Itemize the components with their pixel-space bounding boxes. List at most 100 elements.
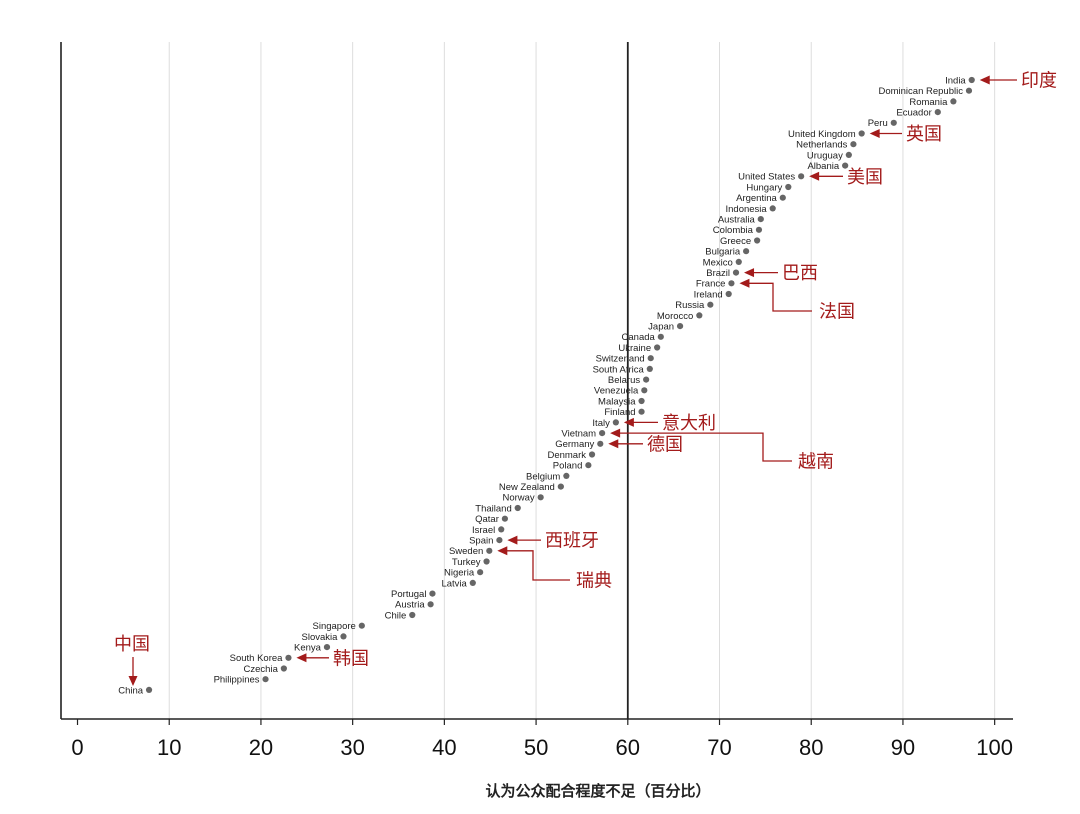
point-label-thailand: Thailand xyxy=(475,503,511,514)
annotation-label-united-states: 美国 xyxy=(847,167,883,188)
x-tick-label-30: 30 xyxy=(340,735,364,760)
point-bulgaria xyxy=(743,248,750,255)
point-label-south-korea: South Korea xyxy=(230,653,284,664)
x-tick-label-70: 70 xyxy=(707,735,731,760)
point-brazil xyxy=(732,269,740,276)
point-norway xyxy=(537,494,544,501)
annotation-arrow-france xyxy=(739,278,750,288)
annotation-line-vietnam xyxy=(618,432,792,462)
point-indonesia xyxy=(769,205,776,212)
point-argentina xyxy=(779,194,786,201)
point-ukraine xyxy=(654,344,661,351)
point-label-romania: Romania xyxy=(909,97,948,108)
point-kenya xyxy=(323,644,331,651)
annotation-arrow-italy xyxy=(623,417,634,427)
annotation-arrow-united-states xyxy=(809,171,820,181)
point-finland xyxy=(638,408,645,415)
point-france xyxy=(728,280,735,287)
annotation-label-brazil: 巴西 xyxy=(782,263,818,284)
point-label-united-states: United States xyxy=(738,172,795,183)
point-spain xyxy=(496,537,503,544)
annotation-arrow-spain xyxy=(507,535,518,545)
annotation-label-south-korea: 韩国 xyxy=(333,648,369,669)
point-slovakia xyxy=(340,633,347,640)
point-india xyxy=(968,76,975,84)
point-japan xyxy=(676,323,684,330)
point-ecuador xyxy=(934,109,941,116)
point-belarus xyxy=(643,376,650,383)
point-label-norway: Norway xyxy=(502,493,534,504)
point-netherlands xyxy=(850,141,857,148)
point-portugal xyxy=(429,590,436,597)
annotation-label-italy: 意大利 xyxy=(662,413,716,434)
point-label-singapore: Singapore xyxy=(313,621,356,632)
point-label-sweden: Sweden xyxy=(449,546,483,557)
point-canada xyxy=(657,333,664,340)
point-label-south-africa: South Africa xyxy=(593,364,645,375)
point-romania xyxy=(950,98,957,105)
point-denmark xyxy=(588,451,596,458)
point-label-united-kingdom: United Kingdom xyxy=(788,129,856,140)
point-label-albania: Albania xyxy=(807,161,839,172)
point-label-nigeria: Nigeria xyxy=(444,568,475,579)
point-label-philippines: Philippines xyxy=(214,675,260,686)
point-label-japan: Japan xyxy=(648,322,674,333)
point-label-venezuela: Venezuela xyxy=(594,386,639,397)
point-label-turkey: Turkey xyxy=(452,557,481,568)
point-united-states xyxy=(798,173,805,180)
annotation-arrow-vietnam xyxy=(610,428,621,438)
x-ticks: 0 10 20 30 40 50 60 70 80 90 100 xyxy=(71,719,1013,760)
point-vietnam xyxy=(599,430,606,437)
point-label-chile: Chile xyxy=(385,610,407,621)
point-label-germany: Germany xyxy=(555,439,594,450)
x-tick-label-80: 80 xyxy=(799,735,823,760)
point-label-peru: Peru xyxy=(868,118,888,129)
point-label-argentina: Argentina xyxy=(736,193,777,204)
point-label-italy: Italy xyxy=(592,418,610,429)
x-tick-label-100: 100 xyxy=(976,735,1013,760)
annotation-arrow-china xyxy=(128,676,138,686)
point-label-australia: Australia xyxy=(718,215,756,226)
annotation-arrow-united-kingdom xyxy=(869,129,880,138)
point-new-zealand xyxy=(557,483,564,490)
point-label-morocco: Morocco xyxy=(657,311,693,322)
point-label-czechia: Czechia xyxy=(244,664,279,675)
point-label-russia: Russia xyxy=(675,300,705,311)
annotation-line-sweden xyxy=(505,550,570,581)
point-label-poland: Poland xyxy=(553,461,583,472)
point-greece xyxy=(754,237,761,244)
point-label-israel: Israel xyxy=(472,525,495,536)
annotation-line-france xyxy=(747,282,812,312)
point-south-korea xyxy=(285,654,292,661)
point-label-china: China xyxy=(118,685,144,696)
point-austria xyxy=(427,601,434,608)
x-tick-label-60: 60 xyxy=(616,735,640,760)
point-dominican-republic xyxy=(965,87,973,94)
x-tick-label-50: 50 xyxy=(524,735,548,760)
point-label-kenya: Kenya xyxy=(294,643,322,654)
point-russia xyxy=(707,301,714,308)
point-morocco xyxy=(696,312,703,319)
point-philippines xyxy=(262,676,269,683)
point-poland xyxy=(585,462,592,469)
point-label-new-zealand: New Zealand xyxy=(499,482,555,493)
point-albania xyxy=(842,162,849,169)
annotation-label-germany: 德国 xyxy=(647,434,683,455)
point-label-vietnam: Vietnam xyxy=(561,429,596,440)
point-germany xyxy=(597,440,604,447)
point-latvia xyxy=(469,579,476,587)
point-label-colombia: Colombia xyxy=(713,225,754,236)
point-china xyxy=(145,686,153,694)
annotation-label-france: 法国 xyxy=(819,302,855,323)
point-singapore xyxy=(358,622,365,629)
axes xyxy=(60,42,1013,720)
point-italy xyxy=(612,419,619,426)
point-label-mexico: Mexico xyxy=(703,257,733,268)
point-label-slovakia: Slovakia xyxy=(302,632,339,643)
point-label-qatar: Qatar xyxy=(475,514,499,525)
point-label-indonesia: Indonesia xyxy=(726,204,768,215)
point-label-ireland: Ireland xyxy=(694,289,723,300)
